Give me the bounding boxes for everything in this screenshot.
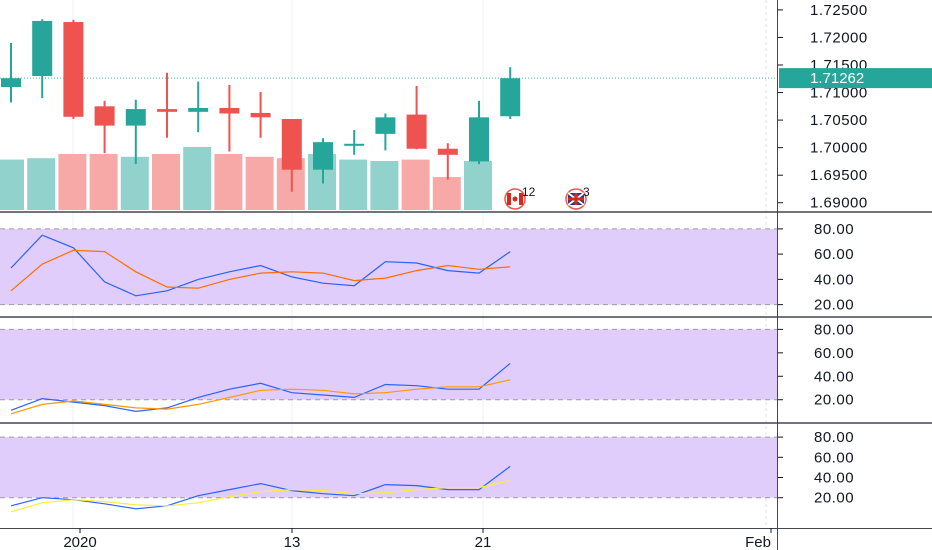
flag-cross [574,193,578,205]
ytick-label: 60.00 [814,246,854,263]
oscillator-line-d [10,249,511,292]
oscillator-line-d [10,479,511,513]
oscillator-line-k [10,362,511,413]
ytick-label: 1.72500 [810,2,868,19]
candle-body [32,20,53,77]
ytick-label: 20.00 [814,490,854,507]
volume-bar [214,154,243,210]
last-price-label: 1.71262 [810,70,864,87]
ytick-label: 60.00 [814,345,854,362]
uk-flag-icon [565,188,587,210]
ytick-label: 80.00 [814,429,854,446]
candle-body [500,78,521,117]
ytick-label: 80.00 [814,221,854,238]
event-count-label: 12 [522,185,536,199]
volume-bar [89,154,118,210]
ytick-label: 20.00 [814,392,854,409]
ytick-label: 40.00 [814,271,854,288]
volume-bar [152,154,180,210]
ytick-label: 1.69500 [810,167,868,184]
oscillator-line-d [10,379,511,415]
volume-bar [27,158,56,210]
ytick-label: 1.70000 [810,140,868,157]
candle-body [219,107,240,114]
candle-body [281,118,302,170]
candle-body [188,107,209,112]
ytick-label: 40.00 [814,470,854,487]
oscillator-line-k [10,465,511,510]
candle-body [375,117,396,134]
ytick-label: 80.00 [814,321,854,338]
ytick-label: 1.70500 [810,112,868,129]
candle-body [344,143,365,146]
flag-band [519,193,523,205]
oscillator-pane-3: 80.00 60.00 40.00 20.00 [0,429,854,513]
xtick-label: Feb [745,534,771,550]
xtick-label: 13 [284,534,301,550]
flag-band [507,193,511,205]
oscillator-pane-2: 80.00 60.00 40.00 20.00 [0,321,854,415]
xtick-label: 21 [475,534,492,550]
overbought-oversold-band [0,437,777,498]
volume-bar [401,159,430,210]
ytick-label: 40.00 [814,368,854,385]
candle-body [250,112,271,118]
oscillator-pane-1: 80.00 60.00 40.00 20.00 [0,221,854,314]
ytick-label: 20.00 [814,297,854,314]
candle-body [469,117,489,162]
event-count-label: 3 [583,185,590,199]
ytick-label: 1.72000 [810,29,868,46]
volume-bar [245,156,274,210]
canada-flag-icon [504,188,526,210]
volume-bar [58,154,87,210]
oscillator-line-k [10,234,511,297]
candle-body [63,22,84,117]
candle-body [125,109,146,126]
maple-leaf-icon [512,196,518,202]
volume-bar [120,156,149,210]
candle-body [157,109,177,112]
ytick-label: 1.69000 [810,195,868,212]
volume-bar [0,159,24,210]
volume-bar [183,147,212,210]
volume-bar [339,159,368,210]
candle-body [406,114,427,149]
candle-body [1,78,21,88]
candle-body [313,142,333,170]
ytick-label: 1.71000 [810,85,868,102]
xtick-label: 2020 [63,534,96,550]
ytick-label: 60.00 [814,449,854,466]
overbought-oversold-band [0,329,777,400]
price-pane: 12 31.725001.720001.715001.710001.705001.… [0,2,932,212]
candle-body [437,148,458,155]
volume-bar [464,161,492,210]
candle-body [94,106,115,126]
overbought-oversold-band [0,228,777,305]
volume-bar [432,177,461,210]
volume-bar [370,161,399,210]
last-price-badge [779,68,932,89]
